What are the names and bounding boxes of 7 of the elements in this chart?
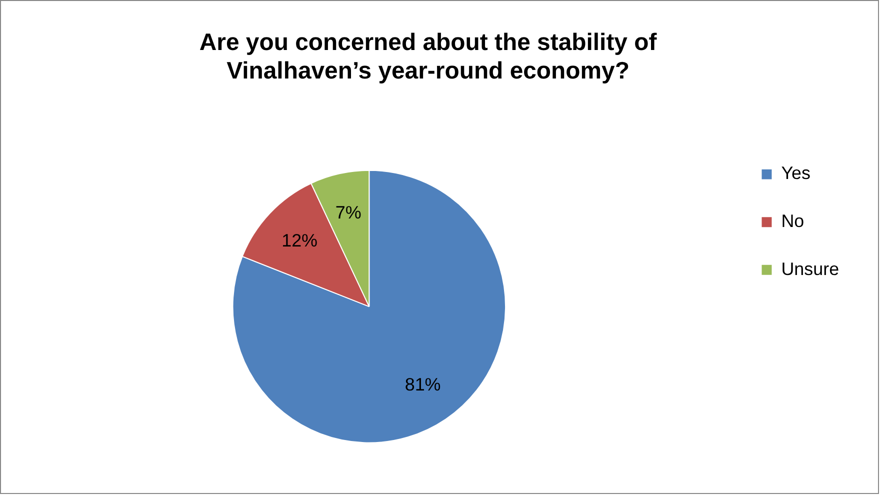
data-label: 81% [404, 374, 441, 394]
chart-title: Are you concerned about the stability of Vinalhaven’s year-round economy? [199, 28, 657, 85]
legend-label: No [781, 211, 804, 232]
legend-label: Unsure [781, 258, 840, 279]
legend-label: Yes [781, 163, 811, 184]
data-label: 12% [282, 230, 318, 250]
data-label: 7% [335, 202, 362, 222]
